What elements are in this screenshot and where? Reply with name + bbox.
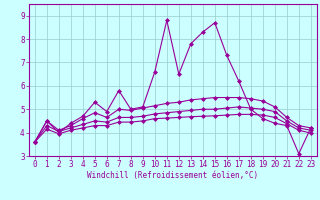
X-axis label: Windchill (Refroidissement éolien,°C): Windchill (Refroidissement éolien,°C) bbox=[87, 171, 258, 180]
